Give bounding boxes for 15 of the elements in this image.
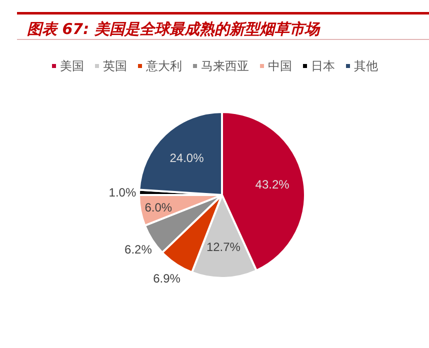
data-label: 6.2% <box>124 242 152 256</box>
legend-label: 英国 <box>103 59 127 73</box>
data-label: 12.7% <box>206 240 241 254</box>
data-label: 24.0% <box>170 150 204 165</box>
legend-label: 日本 <box>311 59 335 73</box>
data-label: 6.9% <box>153 271 181 286</box>
chart-title: 图表 67: 美国是全球最成熟的新型烟草市场 <box>27 20 320 38</box>
legend-label: 美国 <box>60 59 84 73</box>
legend-label: 意大利 <box>145 59 182 73</box>
legend-label: 马来西亚 <box>201 59 249 73</box>
legend-label: 其他 <box>354 59 378 73</box>
legend-label: 中国 <box>268 59 292 73</box>
data-label: 43.2% <box>255 178 290 192</box>
data-label: 6.0% <box>144 200 172 215</box>
data-label: 1.0% <box>108 185 136 200</box>
